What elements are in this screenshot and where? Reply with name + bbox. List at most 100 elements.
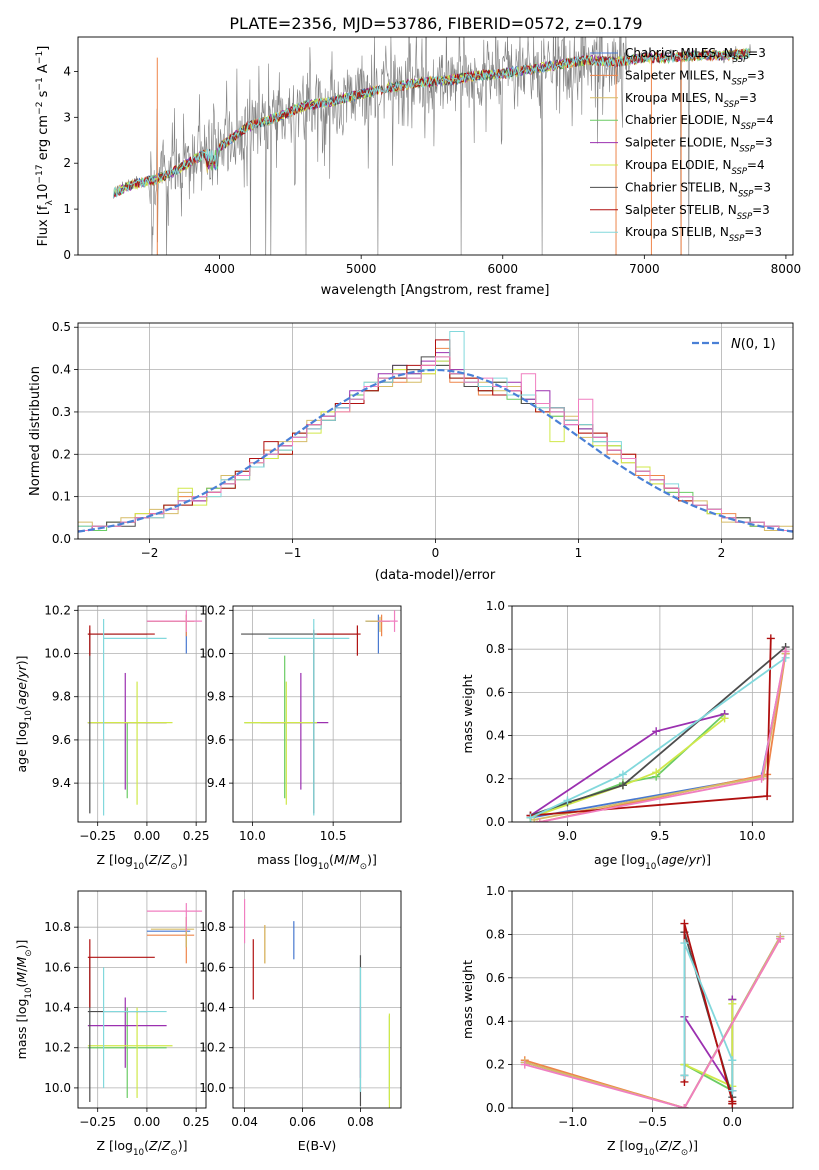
- weight-marker: [535, 818, 544, 822]
- chart-age_vs_Z: −0.25 0.00 0.259.49.69.810.010.2Z [log10(Z…: [14, 603, 210, 872]
- legend-entry: Chabrier MILES, NSSP=3: [625, 46, 766, 64]
- label-part: Flux [f: [36, 205, 51, 246]
- label-part: (: [655, 1138, 660, 1153]
- plot-area: [78, 891, 206, 1108]
- weight-marker: [781, 647, 790, 656]
- gaussian-curve: [78, 368, 793, 533]
- x-tick-label: 9.0: [558, 829, 577, 843]
- label-part: mass [log: [257, 852, 318, 867]
- y-tick-label: 9.4: [207, 776, 226, 790]
- ticks: −2 −1 0 1 2 0.0 0.1 0.2 0.3 0.4 0.5: [52, 320, 725, 560]
- weight-marker: [680, 939, 689, 948]
- label-part: SSP: [738, 188, 754, 198]
- label-part: 10: [36, 184, 51, 201]
- label-part: N: [731, 337, 741, 352]
- label-part: =3: [753, 180, 771, 194]
- label-part: 10: [133, 862, 144, 872]
- label-part: ⊙: [681, 1148, 688, 1158]
- label-part: yr: [688, 852, 702, 867]
- chart-weight_vs_Z: −1.0 −0.5 0.00.00.20.40.60.81.0Z [log10(Z/…: [460, 884, 794, 1158]
- label-part: Chabrier MILES, N: [625, 46, 733, 60]
- label-part: =3: [744, 225, 762, 239]
- model-spectrum-salpeter-elodie: [113, 48, 751, 199]
- y-tick-label: 4: [63, 64, 71, 78]
- x-tick-label: 10.0: [739, 829, 766, 843]
- axes-frame: [77, 605, 207, 823]
- label-part: (: [14, 705, 29, 710]
- label-part: 10: [24, 987, 34, 998]
- label-part: )]: [178, 1138, 188, 1153]
- y-tick-label: 10.2: [44, 1041, 71, 1055]
- y-tick-label: 10.0: [44, 647, 71, 661]
- plot-area: [233, 606, 401, 822]
- label-part: 10: [133, 1148, 144, 1158]
- observed-spectrum: [113, 37, 751, 255]
- axes-frame: [77, 322, 794, 540]
- label-part: ⊙: [24, 949, 34, 956]
- label-part: SSP: [737, 211, 753, 221]
- weight-line-pink: [524, 938, 781, 1108]
- label-part: Z: [148, 852, 158, 867]
- label-part: Salpeter ELODIE, N: [625, 136, 739, 150]
- x-tick-label: 6000: [487, 262, 518, 276]
- label-part: =4: [756, 113, 774, 127]
- label-part: M: [14, 972, 29, 983]
- label-part: age [log: [594, 852, 645, 867]
- y-tick-label: 10.2: [44, 603, 71, 617]
- label-part: /: [345, 852, 350, 867]
- y-tick-label: 9.6: [52, 733, 71, 747]
- x-axis-label: E(B-V): [298, 1138, 337, 1153]
- plot-area: [233, 891, 401, 1108]
- x-tick-label: 5000: [346, 262, 377, 276]
- label-part: Z [log: [607, 1138, 643, 1153]
- label-part: SSP: [732, 166, 748, 176]
- y-tick-label: 0.0: [486, 1101, 505, 1115]
- label-part: )]: [701, 852, 711, 867]
- label-part: A: [36, 64, 51, 77]
- label-part: /: [14, 677, 29, 682]
- y-tick-label: 10.0: [44, 1081, 71, 1095]
- x-axis-label: Z [log10(Z/Z⊙)]: [607, 1138, 698, 1158]
- label-part: mass [log: [14, 999, 29, 1060]
- x-tick-label: −0.5: [638, 1115, 667, 1129]
- label-part: (: [144, 1138, 149, 1153]
- label-part: ⊙: [170, 862, 177, 872]
- label-part: (: [329, 852, 334, 867]
- label-part: 10: [24, 710, 34, 721]
- label-part: (: [14, 983, 29, 988]
- plot-area: [112, 37, 751, 255]
- label-part: =3: [752, 203, 770, 217]
- label-part: SSP: [741, 121, 757, 131]
- label-part: ]: [36, 46, 51, 51]
- plot-area: [78, 606, 206, 822]
- label-part: ⊙: [170, 1148, 177, 1158]
- y-tick-label: 1: [63, 202, 71, 216]
- weight-line-kroupa-stelib: [530, 657, 787, 819]
- ticks: 10.0 10.5 9.4 9.6 9.8 10.0 10.2: [199, 603, 346, 843]
- y-tick-label: 10.2: [199, 603, 226, 617]
- y-tick-label: 0.2: [52, 447, 71, 461]
- y-tick-label: 0.6: [486, 971, 505, 985]
- y-tick-label: 10.6: [44, 960, 71, 974]
- ticks: 0.04 0.06 0.08 10.0 10.2 10.4 10.6 10.8: [199, 920, 374, 1129]
- label-part: 10: [645, 862, 656, 872]
- label-part: Z [log: [97, 852, 133, 867]
- weight-line-salpeter-stelib: [530, 638, 772, 817]
- chart-weight_vs_age: 9.0 9.5 10.0 0.0 0.2 0.4 0.6 0.8 1.0 age [log10(a…: [460, 599, 794, 872]
- label-part: Kroupa ELODIE, N: [625, 158, 732, 172]
- x-tick-label: 0.08: [347, 1115, 374, 1129]
- y-axis-label: Normed distribution: [28, 366, 43, 496]
- label-part: Z: [659, 1138, 669, 1153]
- label-part: M: [14, 957, 29, 968]
- legend-entry: Kroupa ELODIE, NSSP=4: [625, 158, 765, 176]
- label-part: SSP: [733, 54, 749, 64]
- x-axis-label: mass [log10(M/M⊙)]: [257, 852, 377, 872]
- weight-marker: [720, 714, 729, 723]
- chart-residuals: −2 −1 0 1 2 0.0 0.1 0.2 0.3 0.4 0.5 (data-model)/er…: [28, 320, 794, 583]
- label-part: Kroupa MILES, N: [625, 91, 724, 105]
- label-part: /: [158, 852, 163, 867]
- weight-marker: [526, 813, 535, 822]
- x-tick-label: 0.25: [183, 829, 210, 843]
- label-part: /: [158, 1138, 163, 1153]
